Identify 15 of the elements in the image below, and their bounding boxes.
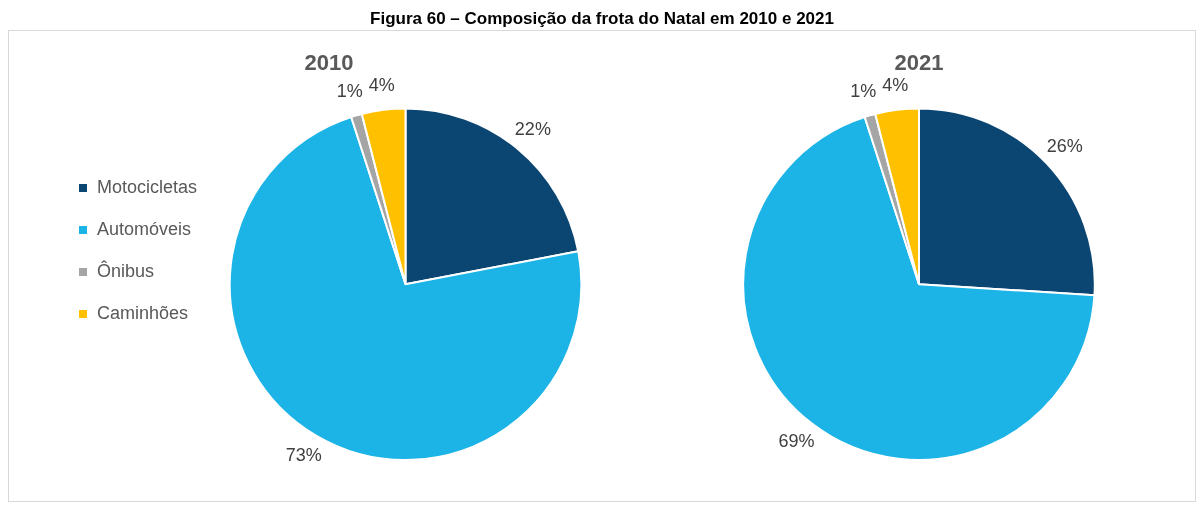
data-label: 22%: [514, 119, 551, 140]
legend-label: Automóveis: [97, 218, 192, 239]
data-label: 1%: [336, 81, 363, 102]
chart-title: 2010: [304, 50, 354, 76]
data-label: 4%: [882, 74, 909, 95]
legend-label: Ônibus: [97, 259, 155, 281]
data-label: 26%: [1046, 136, 1083, 157]
legend-label: Caminhões: [97, 302, 189, 323]
data-label: 4%: [368, 74, 395, 95]
data-label: 1%: [850, 81, 877, 102]
data-label: 69%: [778, 431, 815, 452]
legend-label: Motocicletas: [97, 176, 198, 197]
text: Figura 60 – Composição da frota do Natal em 2010 e 2021: [369, 8, 835, 30]
chart-title: 2021: [894, 50, 944, 76]
data-label: 73%: [285, 445, 322, 466]
